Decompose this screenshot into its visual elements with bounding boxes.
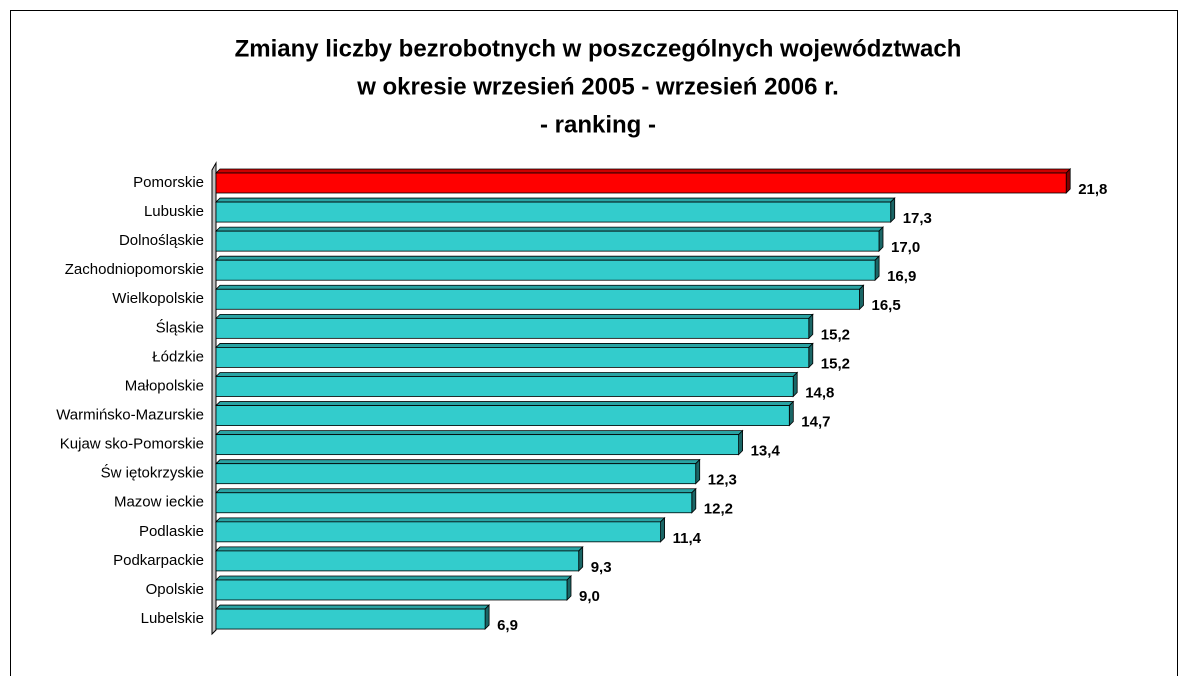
bar-side bbox=[578, 545, 584, 572]
y-tick-label: Opolskie bbox=[146, 581, 204, 598]
bar bbox=[215, 288, 860, 310]
data-label: 15,2 bbox=[821, 355, 850, 372]
bar-top bbox=[215, 343, 814, 348]
bar-top bbox=[215, 517, 666, 523]
data-label: 14,8 bbox=[805, 384, 834, 401]
bar bbox=[215, 347, 810, 368]
bar-side bbox=[691, 487, 697, 514]
bar bbox=[215, 259, 876, 281]
bar-side bbox=[859, 284, 864, 311]
bar bbox=[215, 201, 892, 223]
chart-title: - ranking - bbox=[540, 111, 656, 138]
bar-top bbox=[215, 459, 701, 465]
y-tick-label: Św iętokrzyskie bbox=[101, 464, 204, 482]
bar bbox=[215, 230, 880, 252]
bar-side bbox=[566, 575, 572, 601]
bar-side bbox=[890, 197, 896, 224]
data-label: 17,3 bbox=[903, 210, 932, 227]
bar-side bbox=[1065, 168, 1071, 194]
data-label: 11,4 bbox=[673, 530, 702, 547]
bar bbox=[215, 405, 790, 426]
data-label: 17,0 bbox=[891, 239, 920, 256]
bar-top bbox=[215, 197, 896, 203]
bar-side bbox=[788, 400, 794, 427]
bar bbox=[215, 579, 568, 601]
y-tick-label: Kujaw sko-Pomorskie bbox=[60, 436, 204, 453]
y-tick-label: Dolnośląskie bbox=[119, 232, 204, 249]
bar-side bbox=[808, 342, 814, 369]
y-tick-label: Pomorskie bbox=[133, 174, 204, 191]
y-tick-label: Podkarpackie bbox=[113, 552, 204, 569]
bar-top bbox=[215, 604, 491, 610]
bar-top bbox=[215, 575, 572, 581]
bar-side bbox=[878, 226, 884, 253]
bar-top bbox=[215, 313, 814, 319]
data-label: 12,3 bbox=[708, 472, 737, 489]
y-tick-label: Małopolskie bbox=[125, 377, 204, 394]
data-label: 12,2 bbox=[704, 501, 733, 518]
bar bbox=[215, 376, 794, 397]
bar-side bbox=[660, 516, 665, 543]
data-label: 14,7 bbox=[801, 414, 830, 431]
bar bbox=[215, 463, 697, 485]
bar-side bbox=[484, 604, 490, 631]
chart-title: w okresie wrzesień 2005 - wrzesień 2006 … bbox=[356, 73, 839, 100]
bar-side bbox=[808, 313, 814, 340]
bar bbox=[215, 608, 486, 630]
axis-wall bbox=[211, 161, 217, 636]
bar bbox=[215, 172, 1067, 194]
y-tick-label: Podlaskie bbox=[139, 523, 204, 540]
y-tick-label: Lubelskie bbox=[141, 610, 204, 627]
data-label: 15,2 bbox=[821, 326, 850, 343]
bar-top bbox=[215, 284, 865, 290]
bar-top bbox=[215, 430, 744, 436]
bar-side bbox=[874, 255, 880, 282]
data-label: 21,8 bbox=[1078, 181, 1107, 198]
bar-top bbox=[215, 226, 884, 232]
data-label: 16,5 bbox=[872, 297, 901, 314]
y-tick-label: Wielkopolskie bbox=[112, 290, 204, 307]
bar bbox=[215, 317, 810, 339]
bar-top bbox=[215, 546, 584, 552]
bar-top bbox=[215, 372, 799, 377]
data-label: 16,9 bbox=[887, 268, 916, 285]
bar-top bbox=[215, 488, 697, 494]
bar-side bbox=[695, 458, 701, 485]
bar bbox=[215, 492, 693, 514]
bar bbox=[215, 434, 739, 456]
bar-side bbox=[738, 429, 743, 456]
y-tick-label: Zachodniopomorskie bbox=[65, 261, 204, 278]
bar bbox=[215, 521, 662, 543]
y-tick-label: Mazow ieckie bbox=[114, 494, 204, 511]
chart-title: Zmiany liczby bezrobotnych w poszczególn… bbox=[235, 35, 962, 62]
y-tick-label: Śląskie bbox=[156, 318, 204, 336]
y-tick-label: Lubuskie bbox=[144, 203, 204, 220]
y-tick-label: Łódzkie bbox=[152, 348, 204, 365]
y-tick-label: Warmińsko-Mazurskie bbox=[56, 407, 204, 424]
bar-top bbox=[215, 401, 795, 406]
data-label: 6,9 bbox=[497, 617, 518, 634]
bar-top bbox=[215, 255, 881, 261]
data-label: 9,0 bbox=[579, 588, 600, 605]
data-label: 13,4 bbox=[751, 443, 781, 460]
bar bbox=[215, 550, 580, 572]
data-label: 9,3 bbox=[591, 559, 612, 576]
bar-side bbox=[792, 371, 798, 398]
bar-top bbox=[215, 168, 1072, 174]
